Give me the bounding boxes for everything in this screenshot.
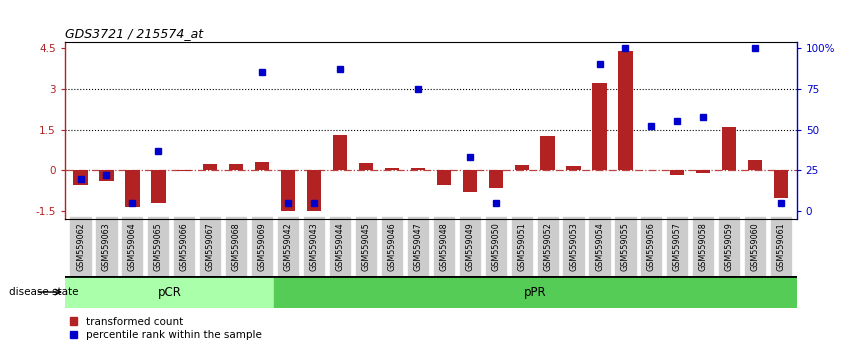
Bar bbox=[255, 162, 269, 171]
Bar bbox=[274, 276, 797, 308]
Bar bbox=[592, 83, 607, 171]
Bar bbox=[229, 164, 243, 171]
Bar bbox=[385, 168, 399, 171]
Text: pPR: pPR bbox=[524, 286, 546, 298]
Bar bbox=[618, 51, 632, 171]
Bar bbox=[488, 171, 503, 188]
Bar bbox=[307, 171, 321, 211]
Bar bbox=[748, 160, 762, 171]
Bar bbox=[100, 171, 113, 181]
Legend: transformed count, percentile rank within the sample: transformed count, percentile rank withi… bbox=[70, 317, 262, 340]
Bar bbox=[359, 163, 373, 171]
Bar bbox=[333, 135, 347, 171]
Text: disease state: disease state bbox=[9, 287, 78, 297]
Bar bbox=[126, 171, 139, 207]
Text: pCR: pCR bbox=[158, 286, 181, 298]
Bar bbox=[65, 276, 274, 308]
Bar bbox=[566, 166, 581, 171]
Bar bbox=[281, 171, 295, 211]
Bar bbox=[74, 171, 87, 185]
Bar bbox=[514, 165, 529, 171]
Bar bbox=[696, 171, 710, 173]
Bar bbox=[462, 171, 477, 192]
Bar bbox=[152, 171, 165, 203]
Bar bbox=[410, 168, 425, 171]
Bar bbox=[670, 171, 684, 175]
Bar bbox=[540, 136, 555, 171]
Bar bbox=[722, 127, 736, 171]
Text: GDS3721 / 215574_at: GDS3721 / 215574_at bbox=[65, 27, 203, 40]
Bar bbox=[204, 165, 217, 171]
Bar bbox=[436, 171, 451, 185]
Bar bbox=[774, 171, 788, 198]
